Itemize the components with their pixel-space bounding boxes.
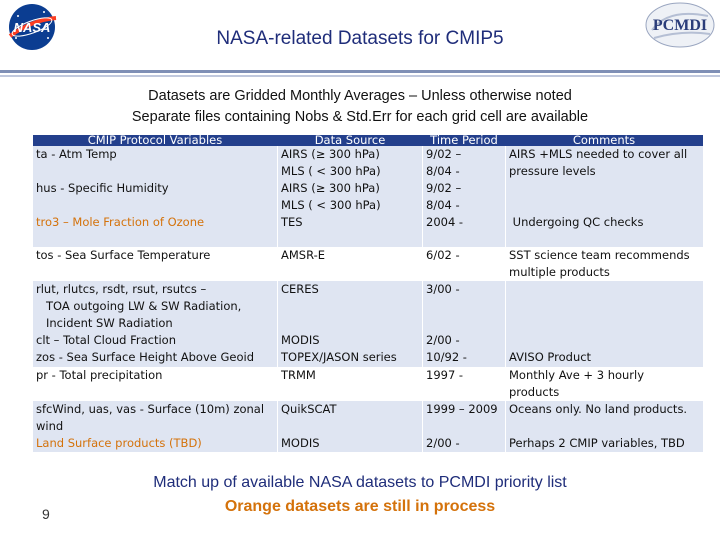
source-cell: AMSR-E [281,247,419,264]
variable-cell: Incident SW Radiation [36,315,274,332]
source-cell: AIRS (≥ 300 hPa) [281,180,419,197]
comment-cell: Undergoing QC checks [509,214,700,231]
time-cell: 2/00 - [426,435,502,452]
variable-cell: tro3 – Mole Fraction of Ozone [36,214,274,231]
source-cell: MODIS [281,332,419,349]
footer-caption: Match up of available NASA datasets to P… [0,474,720,492]
source-cell: CERES [281,281,419,298]
variable-cell: TOA outgoing LW & SW Radiation, [36,298,274,315]
time-cell: 6/02 - [426,247,502,264]
source-cell: MLS ( < 300 hPa) [281,197,419,214]
variable-cell: pr - Total precipitation [36,367,274,384]
variable-cell: Land Surface products (TBD) [36,435,274,452]
source-cell: TES [281,214,419,231]
subtitle-line-1: Datasets are Gridded Monthly Averages – … [0,88,720,104]
title-divider-thin [0,75,720,77]
page-number: 9 [42,506,50,522]
variable-cell: ta - Atm Temp [36,146,274,163]
table-row: hus - Specific Humidity AIRS (≥ 300 hPa)… [33,180,703,214]
comment-cell: Perhaps 2 CMIP variables, TBD [509,435,700,452]
time-cell: 10/92 - [426,349,502,366]
source-cell: MODIS [281,435,419,452]
variable-cell: hus - Specific Humidity [36,180,274,197]
time-cell: 8/04 - [426,163,502,180]
variable-cell: rlut, rlutcs, rsdt, rsut, rsutcs – [36,281,274,298]
source-cell: TRMM [281,367,419,384]
table-row: tos - Sea Surface Temperature AMSR-E 6/0… [33,247,703,281]
table-row: ta - Atm Temp AIRS (≥ 300 hPa) MLS ( < 30… [33,146,703,180]
source-cell: AIRS (≥ 300 hPa) [281,146,419,163]
variable-cell: zos - Sea Surface Height Above Geoid [36,349,274,366]
table-row: Land Surface products (TBD) MODIS 2/00 -… [33,435,703,452]
footer-note-orange: Orange datasets are still in process [0,498,720,516]
comment-cell: SST science team recommends [509,247,700,264]
table-row: rlut, rlutcs, rsdt, rsut, rsutcs – TOA ou… [33,281,703,332]
time-cell: 1999 – 2009 [426,401,502,418]
table-row: tro3 – Mole Fraction of Ozone TES 2004 -… [33,214,703,247]
source-cell: TOPEX/JASON series [281,349,419,366]
table-row: clt – Total Cloud Fraction zos - Sea Surf… [33,332,703,367]
source-cell: QuikSCAT [281,401,419,418]
variable-cell: clt – Total Cloud Fraction [36,332,274,349]
comment-cell: pressure levels [509,163,700,180]
time-cell: 9/02 – [426,146,502,163]
comment-cell: products [509,384,700,401]
column-header: Data Source [278,135,423,146]
comment-cell: multiple products [509,264,700,281]
comment-cell: AIRS +MLS needed to cover all [509,146,700,163]
variable-cell: wind [36,418,274,435]
comment-cell: AVISO Product [509,349,700,366]
subtitle-line-2: Separate files containing Nobs & Std.Err… [0,109,720,125]
column-header: Comments [506,135,703,146]
title-divider [0,70,720,73]
table-row: pr - Total precipitation TRMM 1997 - Mon… [33,367,703,401]
time-cell: 8/04 - [426,197,502,214]
source-cell: MLS ( < 300 hPa) [281,163,419,180]
comment-cell [509,332,700,349]
page-title: NASA-related Datasets for CMIP5 [0,28,720,50]
time-cell: 1997 - [426,367,502,384]
table-header-row: CMIP Protocol Variables Data Source Time… [33,135,703,146]
column-header: Time Period [423,135,506,146]
time-cell: 9/02 – [426,180,502,197]
comment-cell: Oceans only. No land products. [509,401,700,418]
variable-cell: tos - Sea Surface Temperature [36,247,274,264]
table-row: sfcWind, uas, vas - Surface (10m) zonal w… [33,401,703,435]
time-cell: 2004 - [426,214,502,231]
datasets-table: CMIP Protocol Variables Data Source Time… [32,135,703,452]
variable-cell: sfcWind, uas, vas - Surface (10m) zonal [36,401,274,418]
time-cell: 3/00 - [426,281,502,298]
comment-cell: Monthly Ave + 3 hourly [509,367,700,384]
time-cell: 2/00 - [426,332,502,349]
column-header: CMIP Protocol Variables [33,135,278,146]
